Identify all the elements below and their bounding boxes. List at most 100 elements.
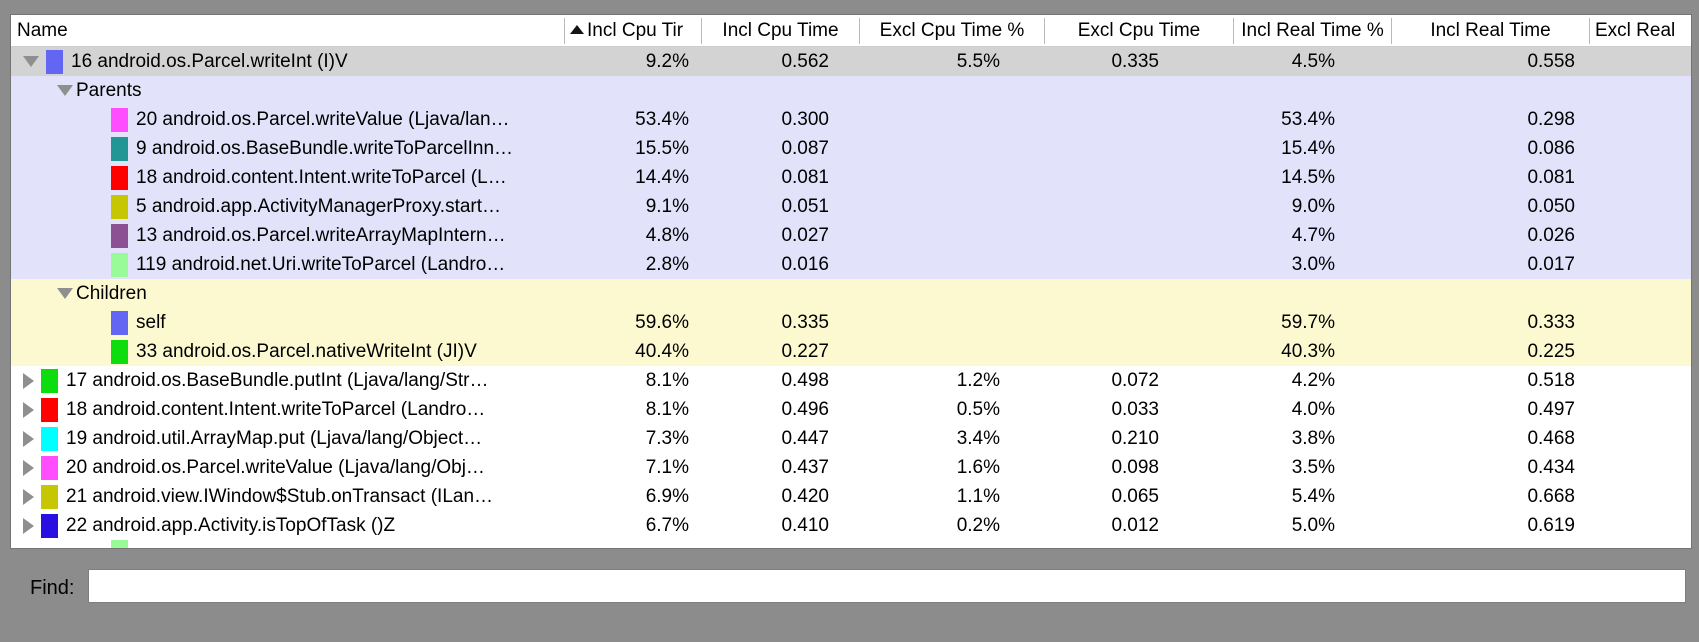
value-cell: 9.1%	[645, 195, 689, 217]
method-row[interactable]: self 59.6% 0.335 59.7% 0.333	[11, 308, 1691, 337]
collapse-triangle-icon[interactable]	[23, 56, 39, 67]
value-cell: 4.7%	[1291, 224, 1335, 246]
collapse-triangle-icon[interactable]	[57, 288, 73, 299]
method-name: 21 android.view.IWindow$Stub.onTransact …	[66, 485, 494, 507]
value-cell	[1044, 76, 1233, 105]
value-cell: 0.300	[781, 108, 829, 130]
table-rows: 16 android.os.Parcel.writeInt (I)V 9.2% 0.…	[11, 47, 1691, 548]
column-header-label: Excl Cpu Time	[1077, 19, 1201, 41]
find-input[interactable]	[88, 569, 1686, 603]
column-header-label: Excl Real	[1595, 19, 1676, 41]
method-row[interactable]: 17 android.os.BaseBundle.putInt (Ljava/l…	[11, 366, 1691, 395]
value-cell	[1589, 192, 1691, 221]
expand-triangle-icon[interactable]	[23, 517, 34, 534]
value-cell: 0.027	[781, 224, 829, 246]
section-row-children[interactable]: Children	[11, 279, 1691, 308]
column-header-excl-real[interactable]: Excl Real	[1589, 17, 1691, 44]
method-color-chip	[111, 540, 128, 548]
method-row[interactable]: 20 android.os.Parcel.writeValue (Ljava/l…	[11, 105, 1691, 134]
column-header-excl-cpu-time[interactable]: Excl Cpu Time	[1044, 17, 1233, 44]
value-cell	[1589, 221, 1691, 250]
value-cell: 0.558	[1527, 50, 1575, 72]
method-row[interactable]: 119 android.net.Uri.writeToParcel (Landr…	[11, 250, 1691, 279]
column-header-incl-cpu-time[interactable]: Incl Cpu Time	[701, 17, 859, 44]
method-color-chip	[111, 252, 128, 277]
method-color-chip	[111, 339, 128, 364]
value-cell: 14.5%	[1281, 166, 1335, 188]
method-name: 119 android.net.Uri.writeToParcel (Landr…	[136, 253, 506, 275]
method-color-chip	[111, 223, 128, 248]
column-header-excl-cpu-time[interactable]: Excl Cpu Time %	[859, 17, 1044, 44]
find-bar: Find:	[0, 563, 1699, 642]
name-cell: self	[11, 308, 564, 337]
value-cell: 8.1%	[645, 398, 689, 420]
method-row[interactable]: 5 android.app.ActivityManagerProxy.start…	[11, 192, 1691, 221]
method-color-chip	[41, 368, 58, 393]
name-cell: 9 android.os.BaseBundle.writeToParcelInn…	[11, 134, 564, 163]
value-cell	[1044, 221, 1233, 250]
partial-row[interactable]	[11, 540, 1691, 548]
column-header-label: Incl Cpu Tir	[587, 19, 684, 41]
value-cell: 0.072	[1111, 369, 1159, 391]
method-color-chip	[41, 484, 58, 509]
value-cell	[859, 279, 1044, 308]
value-cell: 0.033	[1111, 398, 1159, 420]
value-cell: 0.335	[1111, 50, 1159, 72]
value-cell: 1.6%	[956, 456, 1000, 478]
expand-triangle-icon[interactable]	[23, 430, 34, 447]
expand-triangle-icon[interactable]	[23, 459, 34, 476]
method-color-chip	[41, 513, 58, 538]
value-cell: 53.4%	[635, 108, 689, 130]
method-row[interactable]: 16 android.os.Parcel.writeInt (I)V 9.2% 0.…	[11, 47, 1691, 76]
value-cell: 59.6%	[635, 311, 689, 333]
value-cell: 0.227	[781, 340, 829, 362]
method-name: 18 android.content.Intent.writeToParcel …	[66, 398, 486, 420]
column-header-incl-cpu-tir[interactable]: Incl Cpu Tir	[564, 17, 701, 44]
method-color-chip	[41, 397, 58, 422]
value-cell: 15.5%	[635, 137, 689, 159]
value-cell: 0.5%	[956, 398, 1000, 420]
method-row[interactable]: 33 android.os.Parcel.nativeWriteInt (JI)…	[11, 337, 1691, 366]
value-cell: 2.8%	[645, 253, 689, 275]
value-cell	[1044, 337, 1233, 366]
value-cell: 0.496	[781, 398, 829, 420]
name-cell: 5 android.app.ActivityManagerProxy.start…	[11, 192, 564, 221]
column-header-incl-real-time[interactable]: Incl Real Time %	[1233, 17, 1391, 44]
section-label: Parents	[76, 79, 142, 101]
method-row[interactable]: 9 android.os.BaseBundle.writeToParcelInn…	[11, 134, 1691, 163]
value-cell	[1589, 76, 1691, 105]
value-cell	[859, 163, 1044, 192]
method-row[interactable]: 13 android.os.Parcel.writeArrayMapIntern…	[11, 221, 1691, 250]
name-cell: 21 android.view.IWindow$Stub.onTransact …	[11, 482, 564, 511]
method-row[interactable]: 20 android.os.Parcel.writeValue (Ljava/l…	[11, 453, 1691, 482]
method-row[interactable]: 19 android.util.ArrayMap.put (Ljava/lang…	[11, 424, 1691, 453]
column-header-incl-real-time[interactable]: Incl Real Time	[1391, 17, 1589, 44]
value-cell: 5.0%	[1291, 514, 1335, 536]
method-row[interactable]: 18 android.content.Intent.writeToParcel …	[11, 163, 1691, 192]
value-cell	[1044, 250, 1233, 279]
method-name: 13 android.os.Parcel.writeArrayMapIntern…	[136, 224, 506, 246]
value-cell	[1589, 366, 1691, 395]
expand-triangle-icon[interactable]	[23, 401, 34, 418]
expand-triangle-icon[interactable]	[23, 372, 34, 389]
column-header-name[interactable]: Name	[11, 18, 564, 44]
value-cell: 15.4%	[1281, 137, 1335, 159]
method-row[interactable]: 21 android.view.IWindow$Stub.onTransact …	[11, 482, 1691, 511]
value-cell: 4.2%	[1291, 369, 1335, 391]
method-row[interactable]: 18 android.content.Intent.writeToParcel …	[11, 395, 1691, 424]
value-cell: 1.1%	[956, 485, 1000, 507]
section-row-parents[interactable]: Parents	[11, 76, 1691, 105]
method-color-chip	[111, 165, 128, 190]
value-cell: 3.8%	[1291, 427, 1335, 449]
column-header-label: Name	[17, 19, 68, 41]
value-cell	[859, 134, 1044, 163]
value-cell: 0.335	[781, 311, 829, 333]
value-cell: 0.668	[1527, 485, 1575, 507]
value-cell	[1589, 424, 1691, 453]
value-cell: 0.081	[1527, 166, 1575, 188]
value-cell: 6.9%	[645, 485, 689, 507]
collapse-triangle-icon[interactable]	[57, 85, 73, 96]
expand-triangle-icon[interactable]	[23, 488, 34, 505]
value-cell	[1589, 395, 1691, 424]
method-row[interactable]: 22 android.app.Activity.isTopOfTask ()Z 6…	[11, 511, 1691, 540]
